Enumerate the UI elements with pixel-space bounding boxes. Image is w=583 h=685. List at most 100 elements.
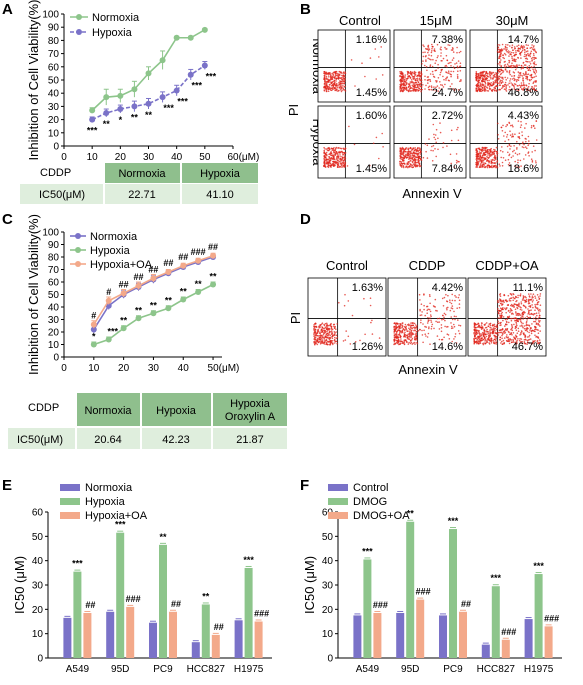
event-dot xyxy=(401,322,404,325)
event-dot xyxy=(328,327,331,330)
event-dot xyxy=(490,162,493,164)
event-dot xyxy=(513,87,516,89)
significance-label: ## xyxy=(214,622,224,632)
event-dot xyxy=(494,338,497,340)
event-dot xyxy=(492,158,494,161)
event-dot xyxy=(416,149,418,152)
event-dot xyxy=(456,75,459,78)
event-dot xyxy=(409,150,411,153)
event-dot xyxy=(428,58,431,60)
event-dot xyxy=(480,156,483,159)
significance-label: ** xyxy=(135,305,143,315)
event-dot xyxy=(399,160,401,163)
event-dot xyxy=(479,86,481,88)
event-dot xyxy=(532,70,535,72)
event-dot xyxy=(428,88,430,91)
event-dot xyxy=(489,71,491,73)
y-tick-label: 90 xyxy=(48,23,60,34)
event-dot xyxy=(405,86,408,89)
y-tick-label: 70 xyxy=(48,265,60,276)
event-dot xyxy=(428,85,431,88)
event-dot xyxy=(318,335,320,337)
quadrant-lr-percent: 14.6% xyxy=(432,341,463,353)
event-dot xyxy=(486,164,489,166)
event-dot xyxy=(318,338,321,341)
x-tick-label: 30 xyxy=(148,363,160,374)
event-dot xyxy=(430,51,433,54)
event-dot xyxy=(450,307,453,309)
event-dot xyxy=(342,164,345,167)
event-dot xyxy=(519,52,522,54)
event-dot xyxy=(514,326,517,328)
event-dot xyxy=(332,86,334,89)
event-dot xyxy=(429,80,432,83)
event-dot xyxy=(315,325,317,328)
event-dot xyxy=(329,159,332,162)
legend-swatch xyxy=(328,484,348,491)
event-dot xyxy=(526,75,528,78)
event-dot xyxy=(486,86,488,88)
event-dot xyxy=(480,324,483,326)
event-dot xyxy=(515,80,518,83)
event-dot xyxy=(520,88,523,90)
event-dot xyxy=(438,321,441,323)
event-dot xyxy=(316,334,318,337)
event-dot xyxy=(439,131,442,134)
event-dot xyxy=(501,333,504,336)
event-dot xyxy=(372,142,375,145)
event-dot xyxy=(412,81,415,84)
data-point xyxy=(159,94,166,101)
event-dot xyxy=(335,160,337,163)
event-dot xyxy=(333,147,335,149)
event-dot xyxy=(489,150,492,152)
event-dot xyxy=(424,325,426,328)
event-dot xyxy=(413,336,416,338)
event-dot xyxy=(452,57,455,59)
event-dot xyxy=(435,320,437,323)
event-dot xyxy=(517,56,519,59)
event-dot xyxy=(506,136,508,138)
event-dot xyxy=(497,63,499,65)
event-dot xyxy=(438,328,441,330)
event-dot xyxy=(446,333,449,336)
event-dot xyxy=(506,77,509,79)
event-dot xyxy=(371,333,374,335)
event-dot xyxy=(498,305,501,307)
event-dot xyxy=(444,313,447,316)
event-dot xyxy=(322,333,325,336)
event-dot xyxy=(328,81,330,83)
event-dot xyxy=(482,78,484,81)
event-dot xyxy=(532,317,535,320)
event-dot xyxy=(415,335,417,338)
event-dot xyxy=(492,88,494,91)
event-dot xyxy=(535,307,538,309)
x-tick-label: 40 xyxy=(171,152,183,163)
event-dot xyxy=(313,341,316,344)
event-dot xyxy=(539,316,541,319)
event-dot xyxy=(500,317,502,319)
event-dot xyxy=(335,70,338,73)
data-point xyxy=(131,103,138,110)
table-header-bg xyxy=(105,163,180,183)
event-dot xyxy=(491,71,493,74)
event-dot xyxy=(500,51,502,53)
event-dot xyxy=(369,164,371,167)
event-dot xyxy=(404,74,407,76)
event-dot xyxy=(531,161,534,163)
event-dot xyxy=(331,334,334,337)
event-dot xyxy=(532,329,534,332)
event-dot xyxy=(530,57,533,60)
event-dot xyxy=(489,335,492,337)
event-dot xyxy=(334,71,337,74)
event-dot xyxy=(414,329,417,332)
event-dot xyxy=(328,76,330,78)
event-dot xyxy=(361,62,363,64)
event-dot xyxy=(375,136,378,139)
event-dot xyxy=(484,333,487,336)
event-dot xyxy=(328,153,330,156)
event-dot xyxy=(529,55,531,58)
event-dot xyxy=(514,48,516,50)
event-dot xyxy=(490,161,493,163)
event-dot xyxy=(440,46,442,48)
event-dot xyxy=(499,79,502,82)
